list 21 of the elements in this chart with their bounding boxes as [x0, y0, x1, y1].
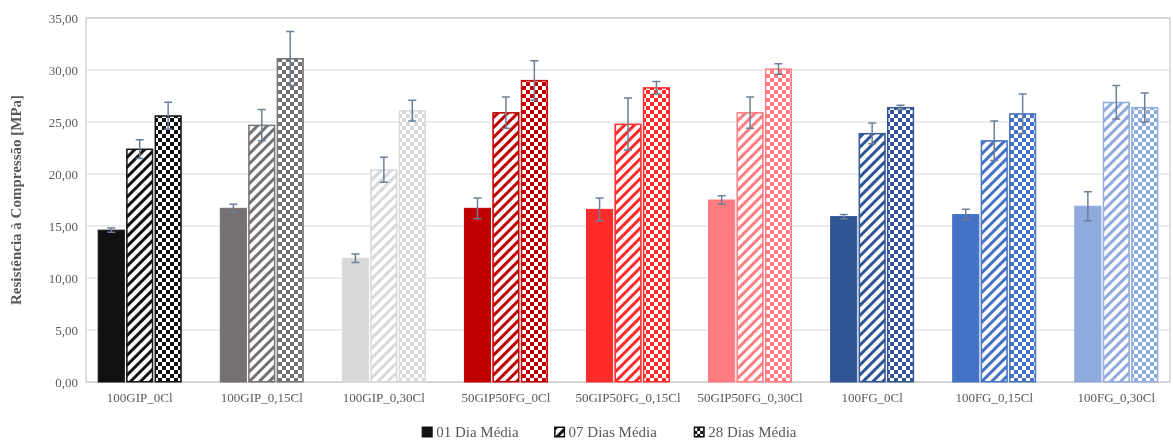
y-tick-label: 15,00	[48, 218, 78, 234]
x-tick-label: 100GIP_0,15Cl	[220, 390, 304, 405]
y-tick-label: 5,00	[55, 322, 78, 338]
x-tick-label: 100FG_0,15Cl	[955, 390, 1034, 405]
x-tick-label: 50GIP50FG_0Cl	[461, 390, 551, 405]
legend-label: 01 Dia Média	[436, 424, 520, 440]
x-tick-label: 50GIP50FG_0,30Cl	[697, 390, 803, 405]
y-axis-title: Resistência à Compressão [MPa]	[8, 94, 24, 306]
y-tick-label: 25,00	[48, 114, 78, 130]
x-tick-label: 100FG_0,30Cl	[1077, 390, 1156, 405]
legend-label: 28 Dias Média	[708, 424, 797, 440]
x-tick-label: 100GIP_0,30Cl	[342, 390, 426, 405]
y-tick-label: 35,00	[48, 10, 78, 26]
x-tick-label: 100FG_0Cl	[841, 390, 904, 405]
y-tick-label: 30,00	[48, 62, 78, 78]
y-tick-label: 10,00	[48, 270, 78, 286]
y-tick-label: 0,00	[55, 374, 78, 390]
y-tick-label: 20,00	[48, 166, 78, 182]
legend-label: 07 Dias Média	[568, 424, 658, 440]
x-tick-label: 100GIP_0Cl	[106, 390, 173, 405]
x-tick-label: 50GIP50FG_0,15Cl	[575, 390, 681, 405]
